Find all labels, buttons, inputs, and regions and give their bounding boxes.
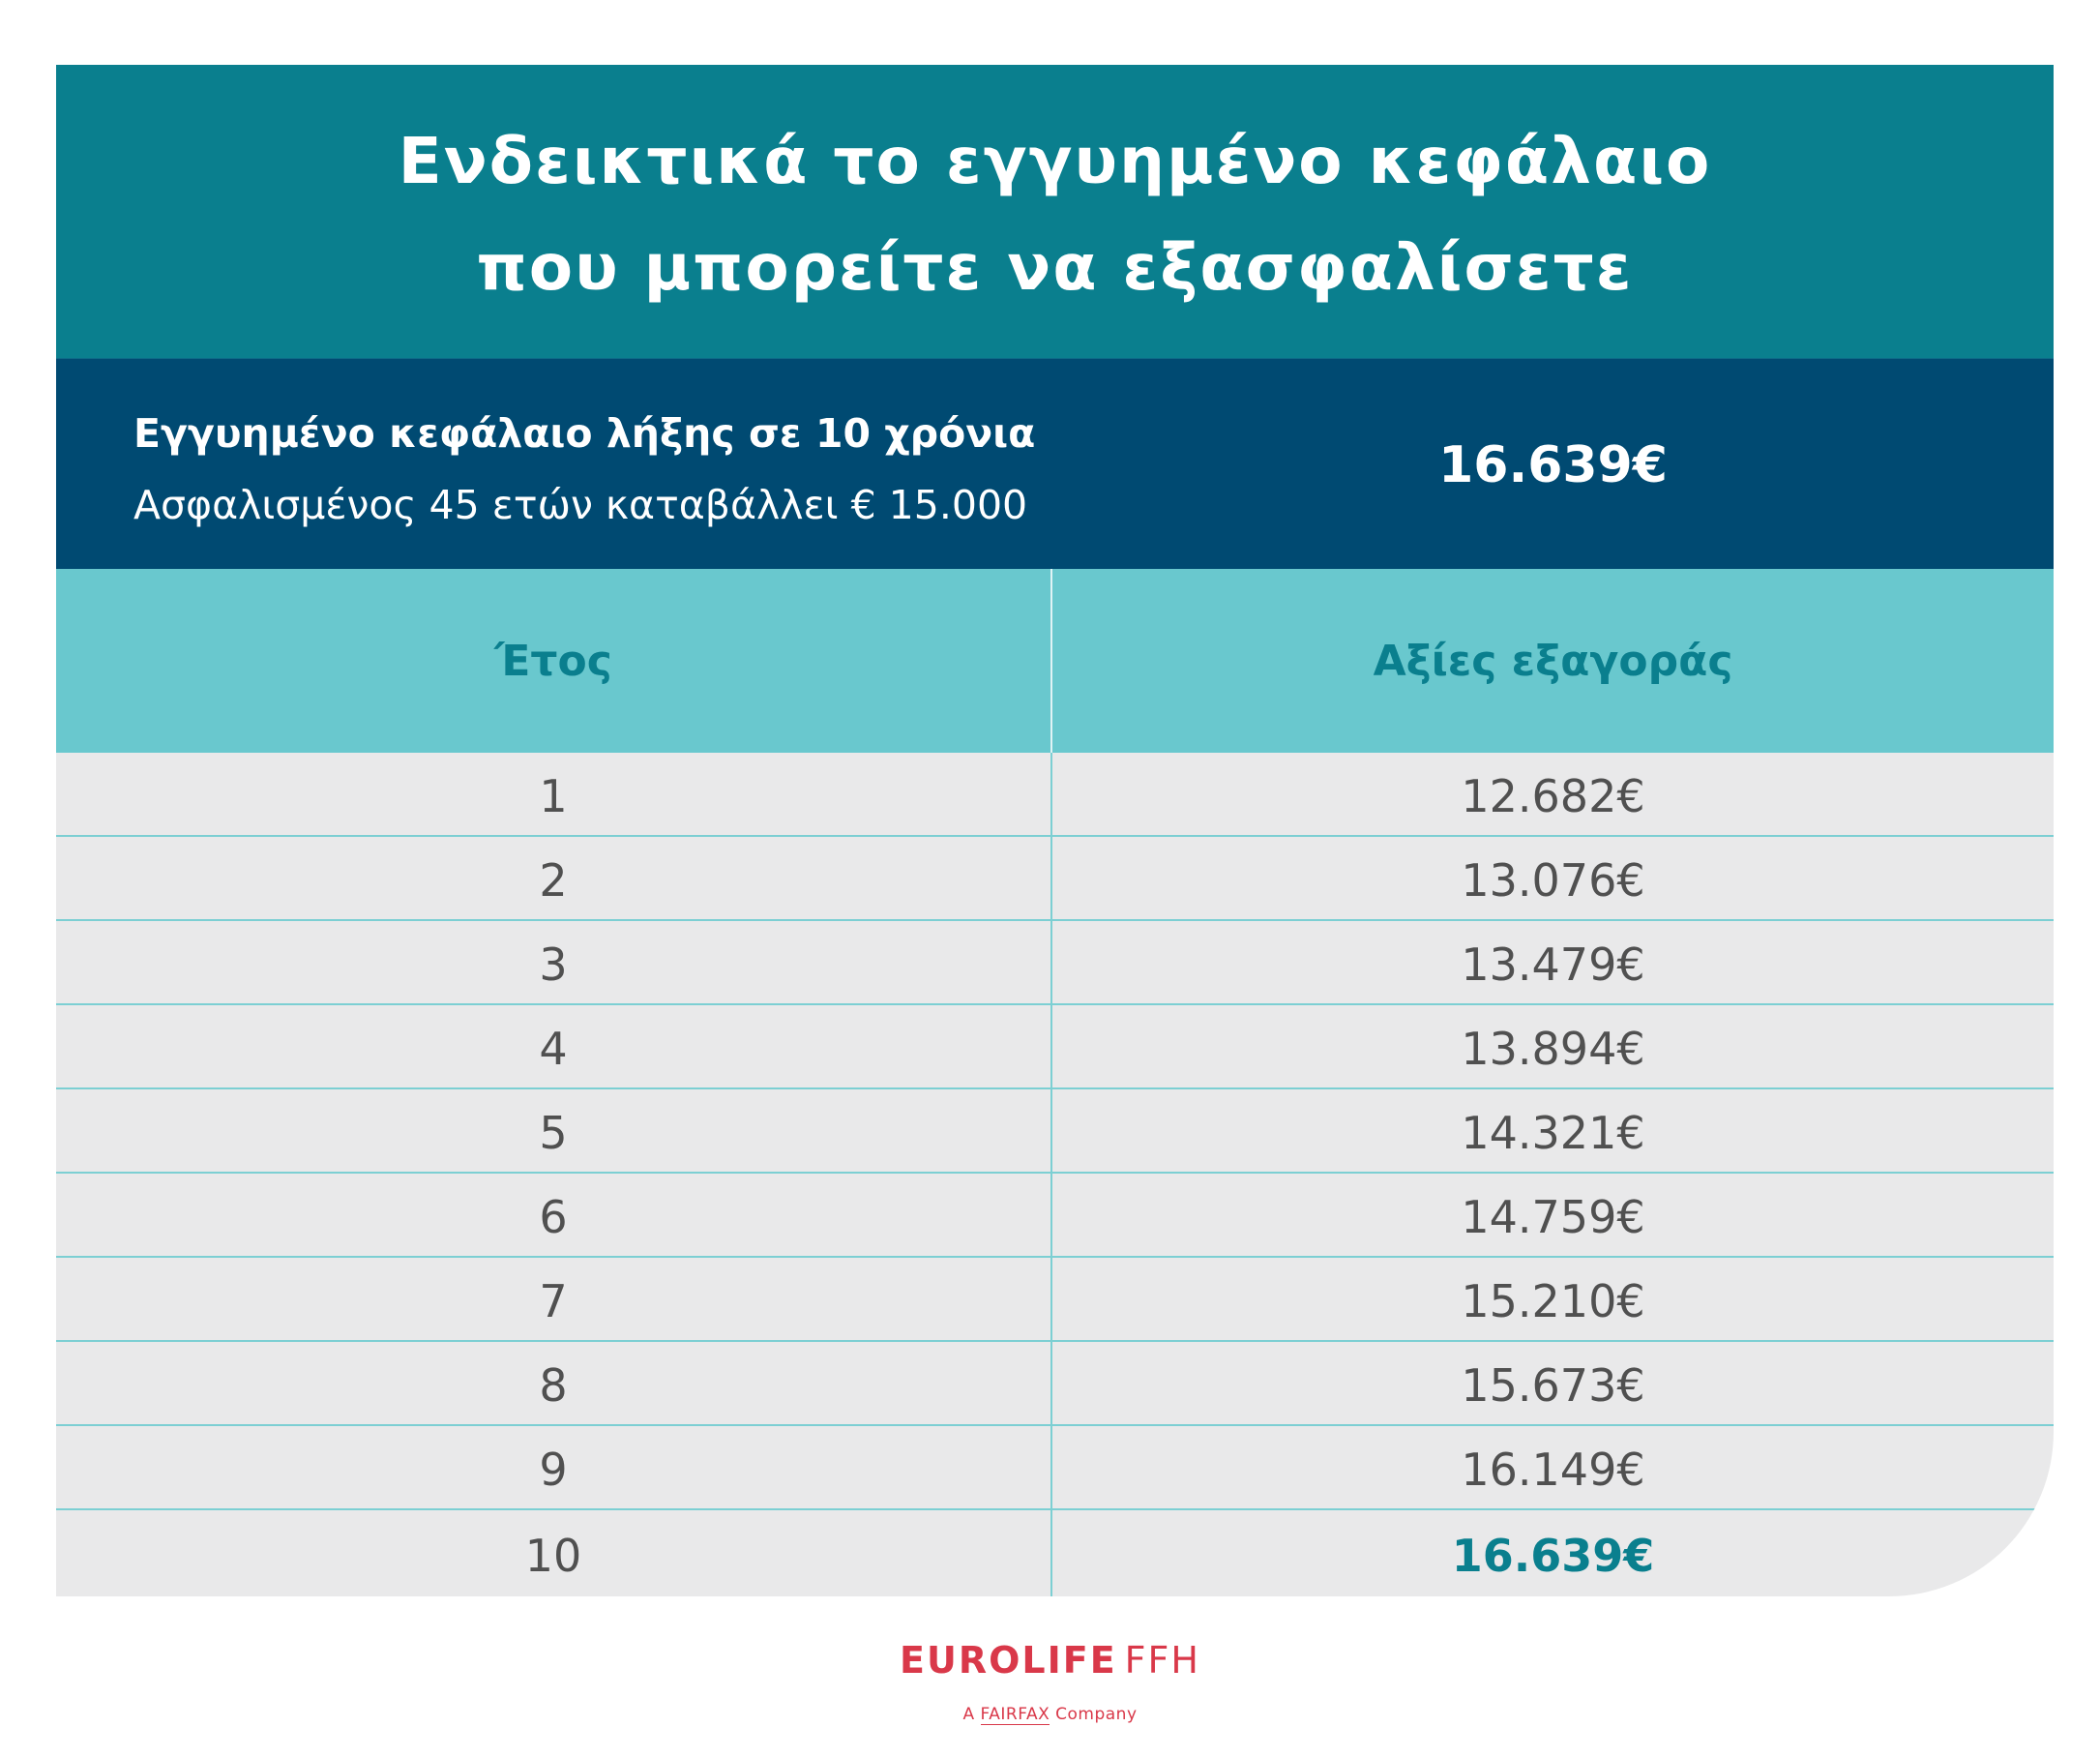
logo-tagline-suffix: Company	[1055, 1705, 1138, 1724]
surrender-value-cell: 16.639€	[1451, 1529, 1655, 1582]
guaranteed-capital-card: Ενδεικτικά το εγγυημένο κεφάλαιο που μπο…	[56, 65, 2054, 1596]
surrender-value-cell: 12.682€	[1461, 769, 1645, 822]
page-title-line-2: που μπορείτε να εξασφαλίσετε	[476, 229, 1634, 305]
summary-note: Ασφαλισμένος 45 ετών καταβάλλει € 15.000	[133, 482, 1028, 528]
logo-tagline: A FAIRFAX Company	[0, 1705, 2100, 1725]
year-cell: 4	[56, 1005, 1052, 1087]
year-cell: 5	[56, 1089, 1052, 1172]
surrender-value-cell: 16.149€	[1461, 1443, 1645, 1496]
title-band: Ενδεικτικά το εγγυημένο κεφάλαιο που μπο…	[56, 65, 2054, 358]
surrender-value-cell: 14.759€	[1461, 1190, 1645, 1243]
year-cell: 7	[56, 1258, 1052, 1340]
surrender-value-cell: 15.210€	[1461, 1274, 1645, 1327]
surrender-value-cell: 13.479€	[1461, 938, 1645, 991]
year-cell: 8	[56, 1342, 1052, 1424]
surrender-value-cell: 13.076€	[1461, 853, 1645, 907]
table-row: 10 16.639€	[56, 1510, 2054, 1596]
table-row: 3 13.479€	[56, 921, 2054, 1005]
logo-wordmark: EUROLIFE FFH	[0, 1637, 2100, 1683]
table-row: 8 15.673€	[56, 1342, 2054, 1426]
surrender-value-cell: 15.673€	[1461, 1358, 1645, 1412]
logo-tagline-prefix: A	[962, 1705, 975, 1724]
table-row: 4 13.894€	[56, 1005, 2054, 1089]
year-cell: 3	[56, 921, 1052, 1003]
year-cell: 6	[56, 1174, 1052, 1256]
table-row: 1 12.682€	[56, 753, 2054, 837]
table-row: 5 14.321€	[56, 1089, 2054, 1174]
table-row: 2 13.076€	[56, 837, 2054, 921]
summary-label: Εγγυημένο κεφάλαιο λήξης σε 10 χρόνια	[133, 410, 1036, 457]
surrender-value-cell: 14.321€	[1461, 1106, 1645, 1159]
table-body: 1 12.682€ 2 13.076€ 3 13.479€ 4 13.894€ 5 14.321€…	[56, 753, 2054, 1596]
year-cell: 1	[56, 753, 1052, 835]
table-row: 9 16.149€	[56, 1426, 2054, 1510]
logo-tagline-company: FAIRFAX	[980, 1705, 1050, 1725]
table-header: Έτος Αξίες εξαγοράς	[56, 569, 2054, 753]
year-cell: 9	[56, 1426, 1052, 1508]
summary-band: Εγγυημένο κεφάλαιο λήξης σε 10 χρόνια Ασ…	[56, 358, 2054, 569]
logo-suffix: FFH	[1124, 1639, 1200, 1682]
summary-description: Εγγυημένο κεφάλαιο λήξης σε 10 χρόνια Ασ…	[133, 407, 1035, 531]
eurolife-logo: EUROLIFE FFH A FAIRFAX Company	[0, 1637, 2100, 1725]
year-cell: 2	[56, 837, 1052, 919]
surrender-value-cell: 13.894€	[1461, 1022, 1645, 1075]
page-title-line-1: Ενδεικτικά το εγγυημένο κεφάλαιο	[398, 123, 1712, 198]
year-cell: 10	[56, 1510, 1052, 1596]
table-row: 6 14.759€	[56, 1174, 2054, 1258]
column-header-surrender-value: Αξίες εξαγοράς	[1373, 636, 1733, 686]
column-header-year: Έτος	[56, 569, 1052, 753]
table-row: 7 15.210€	[56, 1258, 2054, 1342]
summary-value: 16.639€	[1438, 436, 1668, 494]
logo-brand: EUROLIFE	[900, 1639, 1117, 1682]
